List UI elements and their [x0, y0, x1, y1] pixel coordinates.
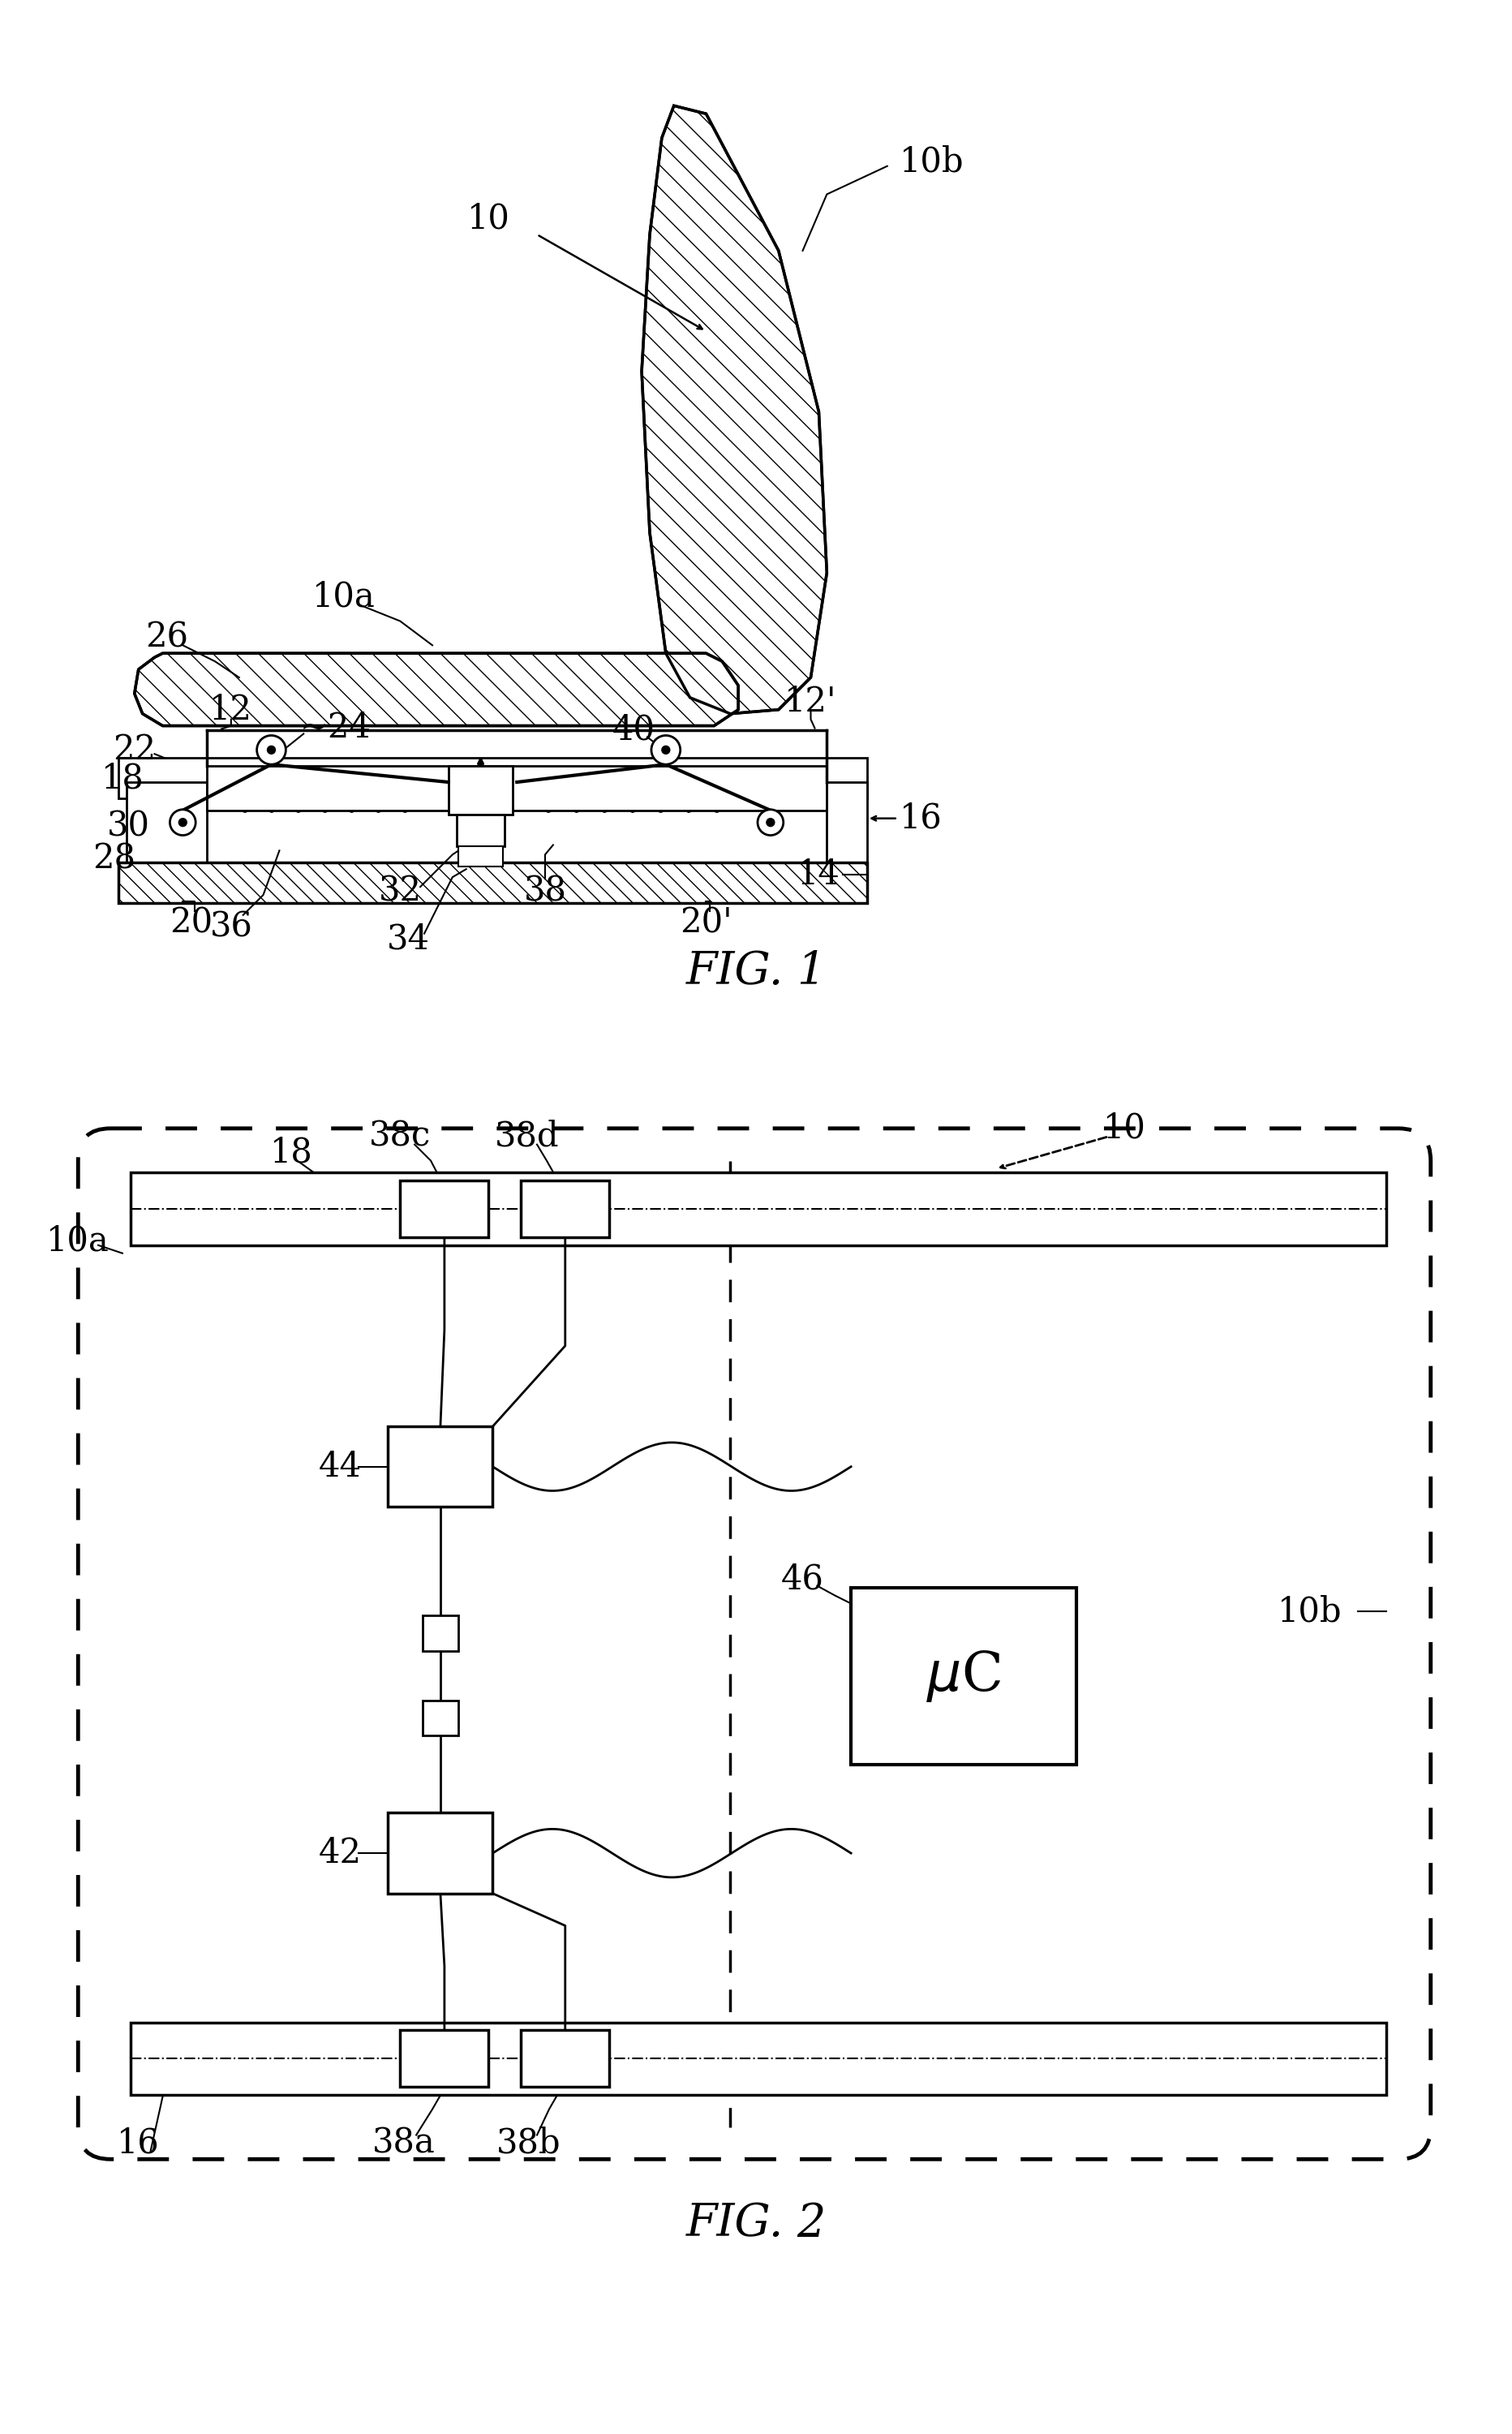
Text: 12: 12	[210, 694, 253, 728]
Text: 16: 16	[900, 801, 942, 835]
Bar	[458, 847, 503, 867]
Text: 34: 34	[387, 922, 429, 957]
Text: 20': 20'	[680, 905, 732, 940]
Text: 10b: 10b	[1278, 1594, 1343, 1628]
Bar	[457, 815, 505, 847]
Bar	[827, 781, 866, 862]
Bar	[449, 767, 513, 815]
Bar	[401, 1180, 488, 1236]
Circle shape	[257, 735, 286, 764]
Bar	[130, 2023, 1387, 2096]
Circle shape	[758, 811, 783, 835]
Text: 26: 26	[145, 621, 187, 655]
Bar	[522, 2030, 609, 2086]
Bar	[389, 1813, 493, 1894]
Circle shape	[178, 818, 187, 828]
Bar	[207, 767, 827, 811]
Text: 18: 18	[271, 1137, 313, 1171]
Circle shape	[169, 811, 195, 835]
Text: ~24: ~24	[299, 711, 372, 745]
Bar	[401, 2030, 488, 2086]
Bar	[127, 781, 207, 862]
Circle shape	[662, 745, 670, 755]
Bar	[423, 1616, 458, 1650]
Circle shape	[652, 735, 680, 764]
Text: 10: 10	[1104, 1112, 1146, 1146]
Text: 40: 40	[612, 713, 655, 747]
Bar	[851, 1587, 1077, 1765]
Bar	[389, 1426, 493, 1507]
Text: 38: 38	[523, 874, 567, 908]
Text: 10: 10	[467, 202, 510, 236]
Bar	[423, 1701, 458, 1735]
Text: 36: 36	[210, 910, 253, 944]
Text: 30: 30	[107, 811, 150, 845]
Text: 18: 18	[101, 762, 144, 796]
Text: FIG. 1: FIG. 1	[686, 949, 826, 993]
Polygon shape	[135, 652, 738, 725]
Text: 20: 20	[169, 905, 212, 940]
Circle shape	[767, 818, 774, 828]
Text: 16: 16	[116, 2125, 160, 2159]
Text: 42: 42	[318, 1835, 361, 1869]
Text: 10a: 10a	[313, 579, 375, 613]
Bar	[522, 1180, 609, 1236]
Text: FIG. 2: FIG. 2	[686, 2200, 826, 2247]
Text: 22: 22	[113, 733, 156, 767]
Text: 10b: 10b	[900, 146, 963, 180]
Text: 28: 28	[92, 842, 136, 876]
Text: 46: 46	[782, 1563, 824, 1597]
Text: 44: 44	[318, 1451, 361, 1485]
Polygon shape	[641, 105, 827, 713]
Text: 38a: 38a	[372, 2125, 435, 2159]
Text: $\mu$C: $\mu$C	[927, 1648, 1001, 1704]
Bar	[118, 862, 866, 903]
Text: 32: 32	[378, 874, 422, 908]
Text: 38c: 38c	[369, 1120, 431, 1154]
Text: 10a: 10a	[47, 1224, 110, 1258]
Circle shape	[268, 745, 275, 755]
Text: 14: 14	[797, 857, 841, 891]
Text: 12': 12'	[785, 684, 838, 718]
Bar	[130, 1173, 1387, 1246]
Text: 38d: 38d	[494, 1120, 559, 1154]
Bar	[118, 757, 866, 798]
Text: 38b: 38b	[496, 2125, 561, 2159]
